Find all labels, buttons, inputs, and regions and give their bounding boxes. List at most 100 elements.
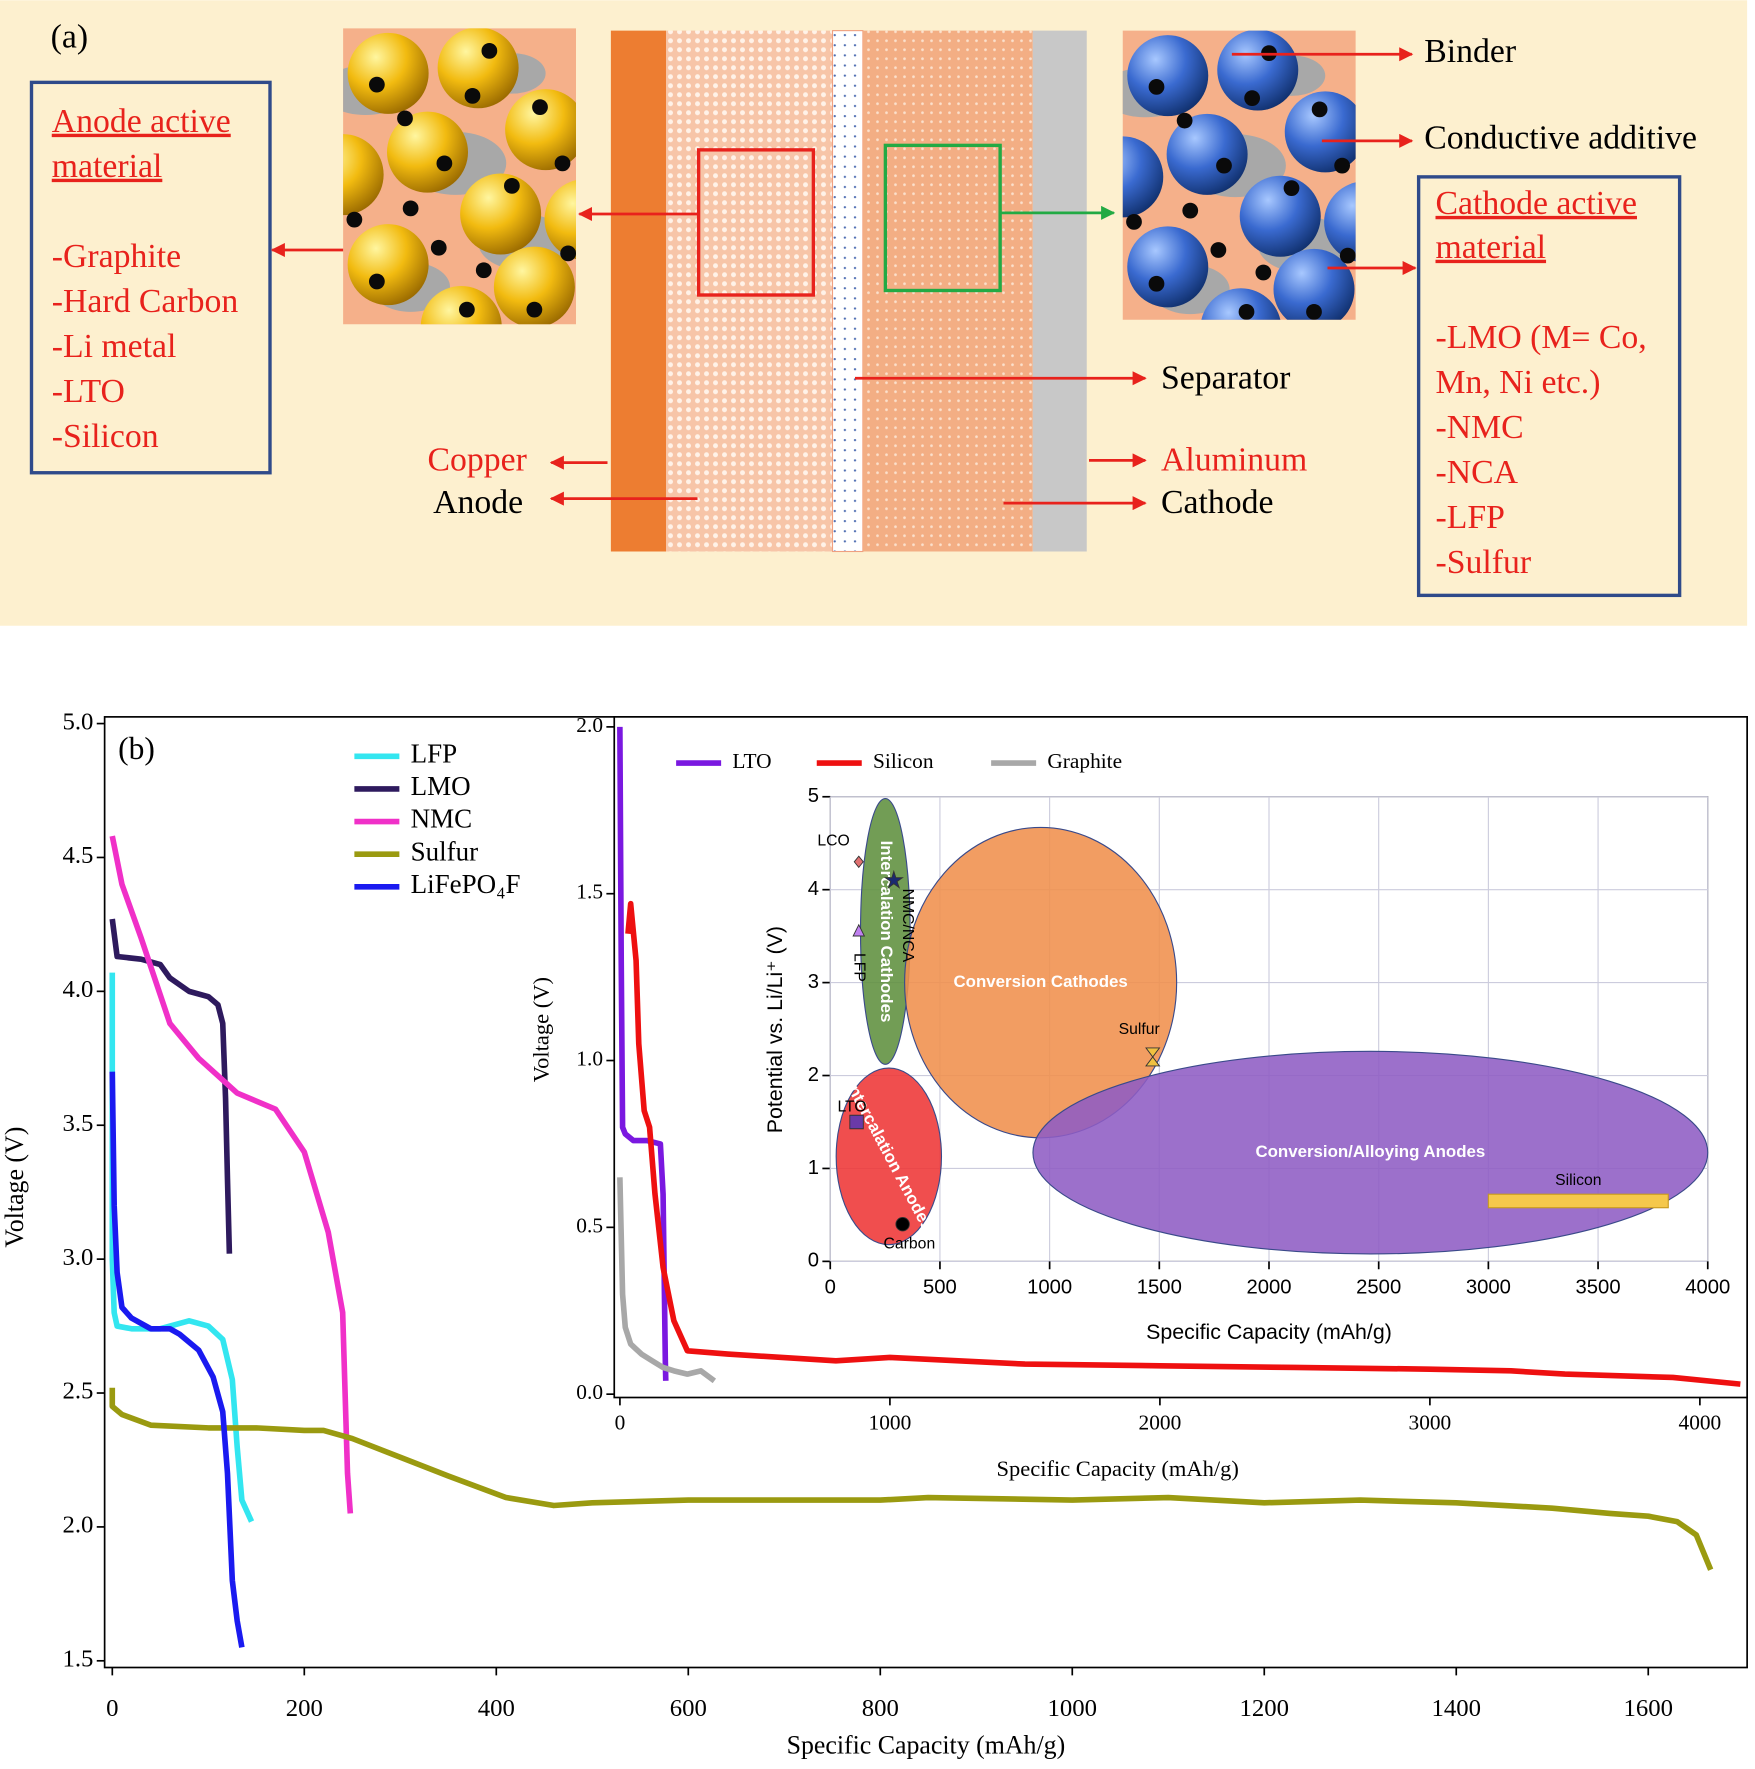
panel-a: (a) Anode active material -Graphite -Hard… (0, 0, 1748, 626)
region-label: Conversion Cathodes (954, 972, 1128, 991)
cathode-item: -LFP (1436, 499, 1505, 536)
series-line (109, 1387, 1714, 1571)
additive (1238, 303, 1255, 320)
additive (1148, 79, 1165, 95)
x-axis-label: Specific Capacity (mAh/g) (787, 1730, 1066, 1759)
x-tick-label: 4000 (1679, 1410, 1722, 1434)
additive (464, 88, 481, 104)
series-line (625, 900, 1741, 1387)
x-tick-label: 400 (478, 1695, 515, 1722)
chart: 0 1 2 3 4 5 0 500 1000 1500 2000 2500 3000 3500 4000 Sp… (763, 785, 1730, 1344)
x-tick-label: 1200 (1240, 1695, 1290, 1722)
y-tick-label: 3.5 (62, 1110, 93, 1137)
point (853, 855, 864, 869)
y-tick-label: 5 (808, 785, 819, 807)
x-tick-label: 1400 (1432, 1695, 1482, 1722)
x-axis-label: Specific Capacity (mAh/g) (1146, 1320, 1392, 1344)
additive (1210, 242, 1227, 258)
additive (1255, 264, 1272, 281)
y-tick-label: 0 (808, 1250, 819, 1272)
particle (437, 28, 519, 109)
x-tick-label: 1000 (1048, 1695, 1098, 1722)
particle (1284, 91, 1356, 173)
additive (1176, 112, 1193, 129)
y-tick-label: 3.0 (62, 1244, 93, 1271)
additive (430, 239, 447, 256)
additive (1311, 101, 1328, 118)
point-label: NMC/NCA (899, 889, 916, 963)
legend-label: Silicon (873, 749, 934, 773)
additive (1216, 157, 1232, 174)
particle (544, 180, 576, 260)
additive (1339, 247, 1356, 264)
aluminum-layer (1032, 30, 1087, 552)
additive (402, 200, 419, 217)
additive (1283, 180, 1300, 196)
y-tick-label: 3 (808, 971, 819, 993)
additive (1126, 214, 1142, 230)
copper-layer (610, 30, 666, 552)
additive (526, 301, 543, 318)
bar-label: Silicon (1555, 1172, 1601, 1189)
series-line (617, 1177, 717, 1384)
y-axis-label: Potential vs. Li/Li⁺ (V) (763, 926, 787, 1133)
point-label: LCO (817, 833, 849, 850)
point (849, 1114, 864, 1130)
legend-label: NMC (411, 804, 473, 834)
x-tick-label: 1000 (869, 1410, 912, 1434)
particle (387, 111, 468, 193)
y-tick-label: 1.5 (576, 880, 603, 904)
anode-box (29, 80, 272, 475)
particle (1127, 35, 1209, 117)
anode-item: -Silicon (52, 418, 159, 455)
cathode-item: -NMC (1436, 409, 1524, 446)
particle (1166, 113, 1248, 195)
series-line (109, 1071, 245, 1648)
cathode-title: Cathode active (1436, 185, 1637, 222)
anode-item: -LTO (52, 373, 125, 410)
x-tick-label: 2000 (1246, 1277, 1291, 1299)
region-label: Conversion/Alloying Anodes (1255, 1142, 1485, 1161)
particle (1217, 30, 1299, 111)
y-tick-label: 2.0 (62, 1512, 93, 1539)
series-line (109, 918, 233, 1254)
x-tick-label: 1600 (1623, 1695, 1673, 1722)
legend-label: Graphite (1047, 749, 1122, 773)
range-bar (1487, 1193, 1669, 1209)
label: Copper (428, 441, 527, 478)
x-tick-label: 500 (923, 1277, 957, 1299)
additive (481, 43, 498, 59)
particle (1201, 288, 1281, 320)
y-tick-label: 2.0 (576, 713, 603, 737)
additive (1182, 202, 1199, 219)
additive (504, 178, 520, 194)
x-tick-label: 2500 (1356, 1277, 1401, 1299)
y-tick-label: 4.0 (62, 976, 93, 1003)
point (895, 1217, 910, 1232)
arrows (270, 47, 1417, 511)
additive (459, 301, 475, 318)
x-axis-label: Specific Capacity (mAh/g) (996, 1456, 1238, 1481)
legend-label: LTO (732, 749, 771, 773)
x-tick-label: 3000 (1409, 1410, 1452, 1434)
cathode-zoom-box (883, 143, 1002, 293)
series-line (109, 972, 255, 1523)
y-tick-label: 1.5 (62, 1645, 93, 1672)
point (1145, 1047, 1161, 1067)
series-line (617, 726, 669, 1381)
panel-label: (a) (51, 18, 88, 55)
panel-b: 1.52.02.53.03.54.04.55.00 200 400 600 800 100… (0, 708, 1748, 1759)
cathode-title: material (1436, 229, 1547, 266)
y-tick-label: 2.5 (62, 1378, 93, 1405)
anode-item: -Hard Carbon (52, 283, 239, 320)
additive (397, 110, 413, 127)
legend-label: LMO (411, 771, 471, 801)
additive (1244, 90, 1260, 106)
y-tick-label: 2 (808, 1064, 819, 1086)
label: Separator (1161, 359, 1290, 396)
cathode-item: -NCA (1436, 454, 1519, 491)
particle (1324, 182, 1356, 262)
x-tick-label: 200 (286, 1695, 323, 1722)
region-label: Intercalation Cathodes (877, 841, 896, 1023)
